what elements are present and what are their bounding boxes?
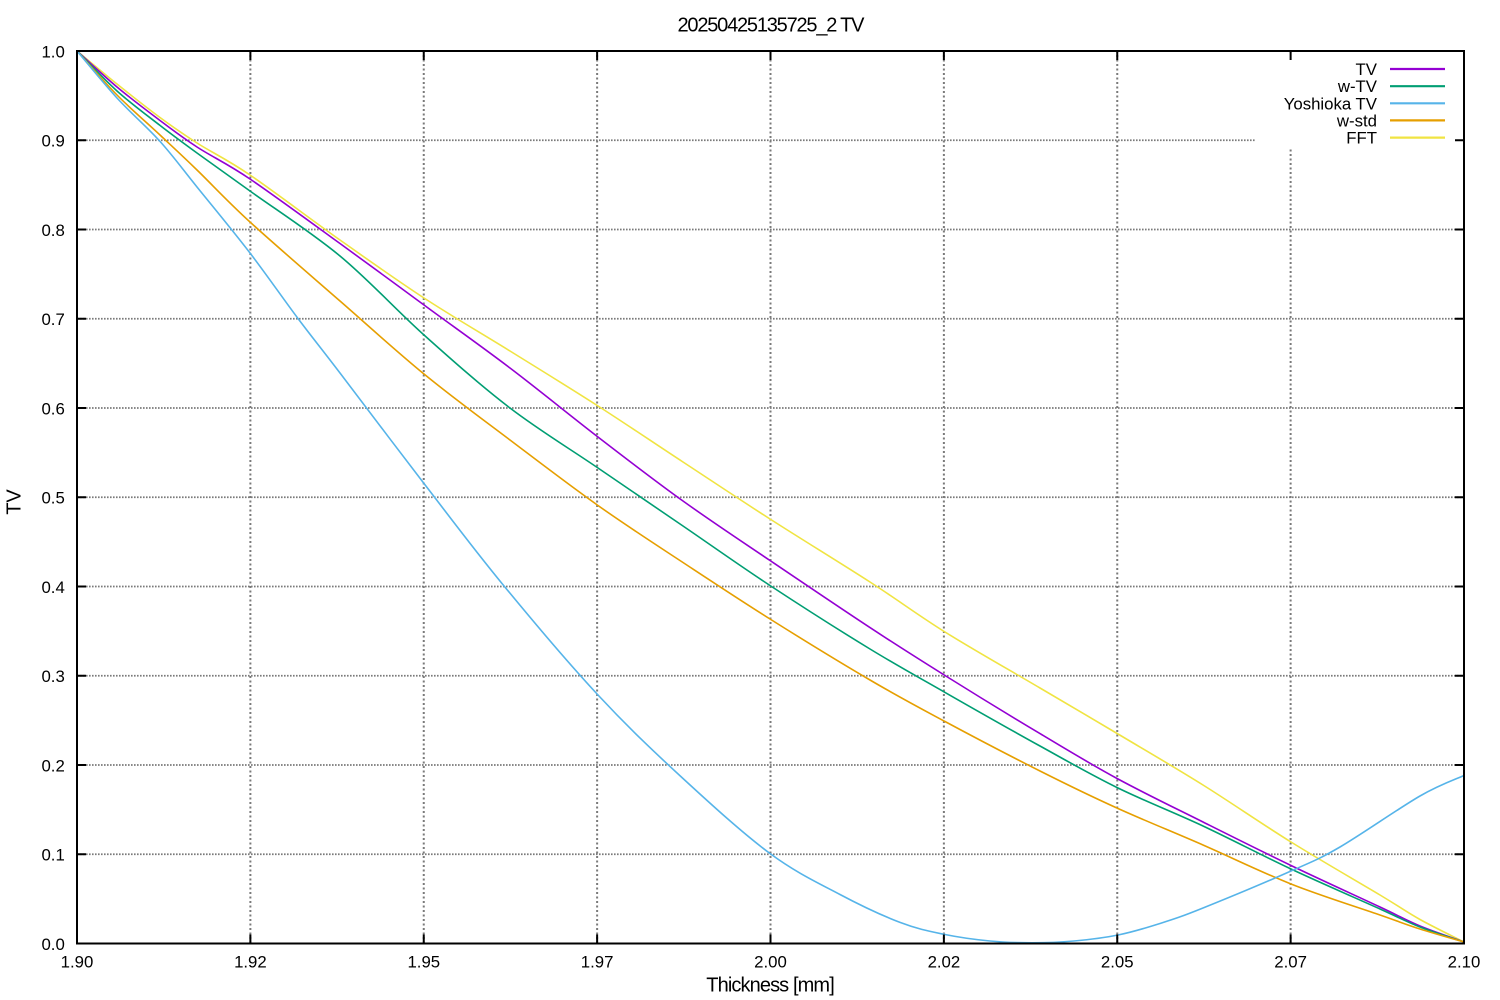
svg-text:0.2: 0.2 bbox=[41, 756, 64, 775]
svg-text:Thickness [mm]: Thickness [mm] bbox=[706, 975, 835, 997]
svg-text:TV: TV bbox=[4, 489, 26, 515]
svg-text:1.97: 1.97 bbox=[581, 953, 614, 972]
svg-text:1.0: 1.0 bbox=[41, 42, 64, 61]
svg-text:Yoshioka TV: Yoshioka TV bbox=[1284, 94, 1378, 113]
svg-text:2.02: 2.02 bbox=[928, 953, 961, 972]
svg-text:0.4: 0.4 bbox=[41, 578, 64, 597]
svg-text:1.90: 1.90 bbox=[61, 953, 94, 972]
svg-text:0.9: 0.9 bbox=[41, 132, 64, 151]
svg-text:1.92: 1.92 bbox=[234, 953, 267, 972]
svg-text:w-std: w-std bbox=[1336, 111, 1377, 130]
svg-text:0.8: 0.8 bbox=[41, 221, 64, 240]
svg-text:2.10: 2.10 bbox=[1448, 953, 1481, 972]
svg-text:0.1: 0.1 bbox=[41, 846, 64, 865]
svg-text:0.6: 0.6 bbox=[41, 399, 64, 418]
svg-text:2.07: 2.07 bbox=[1274, 953, 1307, 972]
svg-text:TV: TV bbox=[1356, 60, 1378, 79]
svg-text:w-TV: w-TV bbox=[1337, 77, 1378, 96]
svg-text:2.05: 2.05 bbox=[1101, 953, 1134, 972]
svg-text:2.00: 2.00 bbox=[754, 953, 787, 972]
svg-text:0.7: 0.7 bbox=[41, 310, 64, 329]
svg-text:20250425135725_2 TV: 20250425135725_2 TV bbox=[678, 15, 866, 37]
svg-text:FFT: FFT bbox=[1346, 129, 1377, 148]
svg-text:0.3: 0.3 bbox=[41, 667, 64, 686]
svg-text:0.5: 0.5 bbox=[41, 489, 64, 508]
svg-text:1.95: 1.95 bbox=[407, 953, 440, 972]
svg-text:0.0: 0.0 bbox=[41, 935, 64, 954]
